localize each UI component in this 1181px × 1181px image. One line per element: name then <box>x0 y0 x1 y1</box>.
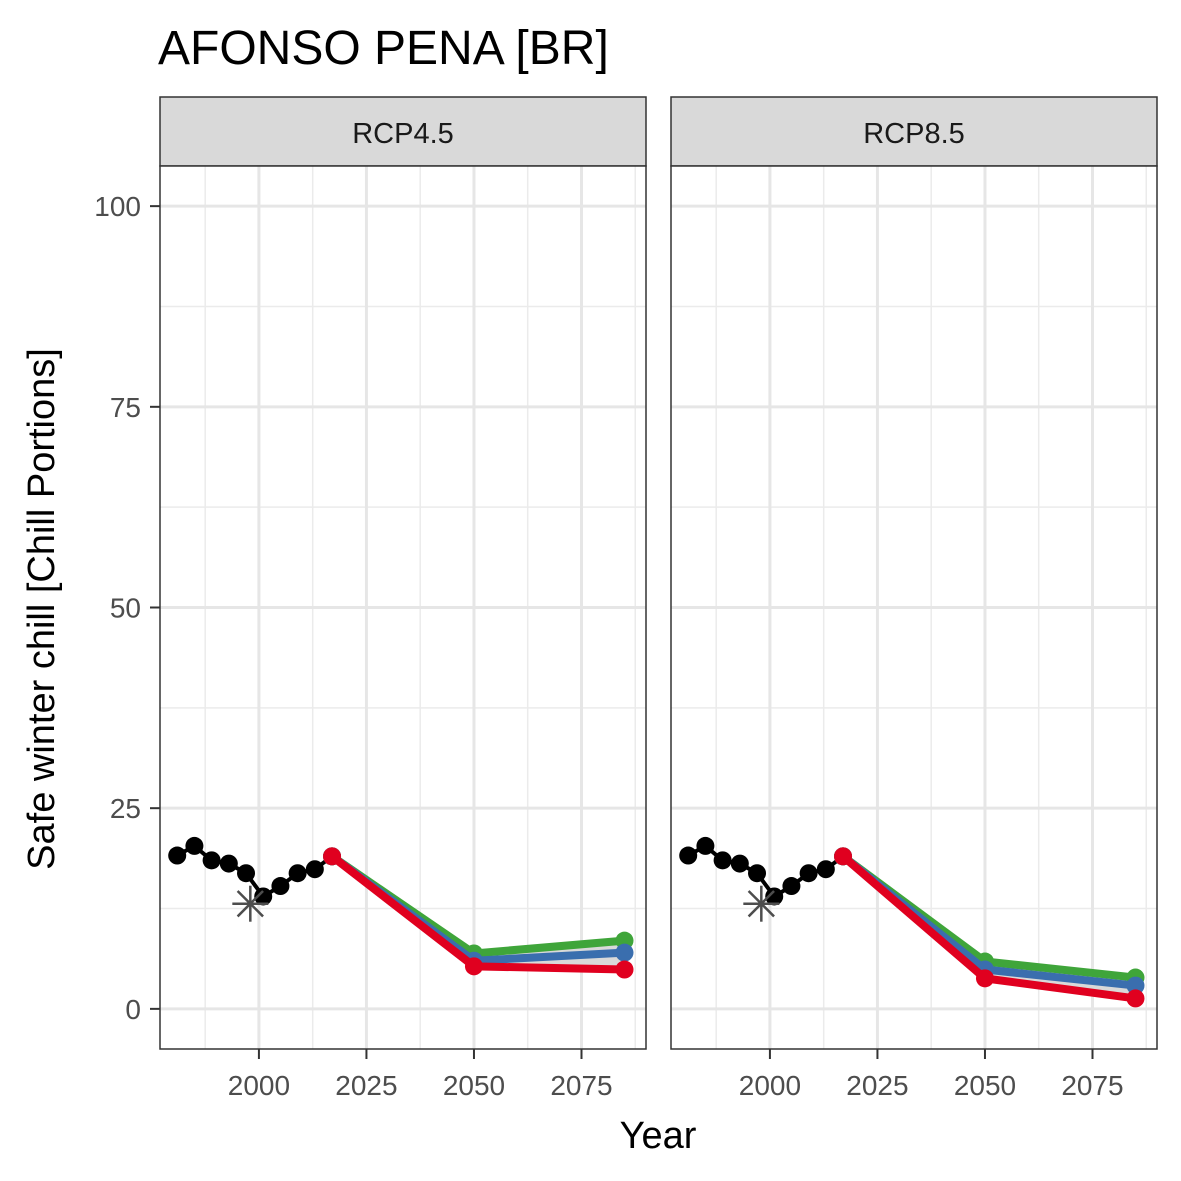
scenario-point-red <box>615 960 634 979</box>
facet-strip <box>670 96 1158 167</box>
observed-marker-stroke <box>236 890 264 918</box>
y-tick-label: 75 <box>110 392 141 423</box>
x-tick-label: 2075 <box>550 1070 612 1101</box>
historic-point <box>816 860 835 879</box>
y-tick-label: 100 <box>94 191 141 222</box>
x-tick-label: 2000 <box>228 1070 290 1101</box>
x-tick-label: 2025 <box>335 1070 397 1101</box>
y-tick-label: 50 <box>110 593 141 624</box>
y-axis-title: Safe winter chill [Chill Portions] <box>21 348 63 870</box>
observed-marker-stroke <box>747 890 775 918</box>
scenario-point-blue <box>615 943 634 962</box>
facet-strip-label: RCP8.5 <box>863 118 965 150</box>
facet-strip <box>159 96 647 167</box>
historic-point <box>765 887 784 906</box>
scenario-point-red <box>834 847 853 866</box>
historic-point <box>799 864 818 883</box>
historic-point <box>288 864 307 883</box>
historic-point <box>679 846 698 865</box>
panel-border <box>670 165 1158 1050</box>
x-axis-title: Year <box>620 1115 697 1157</box>
historic-point <box>254 887 273 906</box>
historic-point <box>185 836 204 855</box>
historic-point <box>219 854 238 873</box>
y-axis: 0 25 50 75 100 <box>94 191 160 1025</box>
scenario-point-red <box>975 969 994 988</box>
scenario-point-red <box>323 847 342 866</box>
scenario-point-blue <box>1126 976 1145 995</box>
panel-rcp45: RCP4.5 2000 2025 2050 2075 <box>159 96 647 1101</box>
x-tick-label: 2050 <box>954 1070 1016 1101</box>
facet-strip-label: RCP4.5 <box>352 118 454 150</box>
x-tick-label: 2050 <box>443 1070 505 1101</box>
historic-point <box>696 836 715 855</box>
panel-rcp85: RCP8.5 2000 2025 2050 2075 <box>670 96 1158 1101</box>
scenario-point-red <box>464 957 483 976</box>
historic-point <box>730 854 749 873</box>
observed-marker <box>743 885 780 922</box>
y-tick-label: 25 <box>110 793 141 824</box>
y-tick-label: 0 <box>125 994 141 1025</box>
historic-point <box>748 864 767 883</box>
plot-title: AFONSO PENA [BR] <box>158 22 609 75</box>
x-tick-label: 2000 <box>739 1070 801 1101</box>
historic-point <box>237 864 256 883</box>
historic-point <box>713 851 732 870</box>
scenario-point-red <box>1126 989 1145 1008</box>
historic-point <box>168 846 187 865</box>
historic-point <box>202 851 221 870</box>
historic-point <box>305 860 324 879</box>
historic-point <box>271 877 290 896</box>
observed-marker <box>232 885 269 922</box>
x-tick-label: 2025 <box>846 1070 908 1101</box>
historic-point <box>782 877 801 896</box>
x-tick-label: 2075 <box>1061 1070 1123 1101</box>
